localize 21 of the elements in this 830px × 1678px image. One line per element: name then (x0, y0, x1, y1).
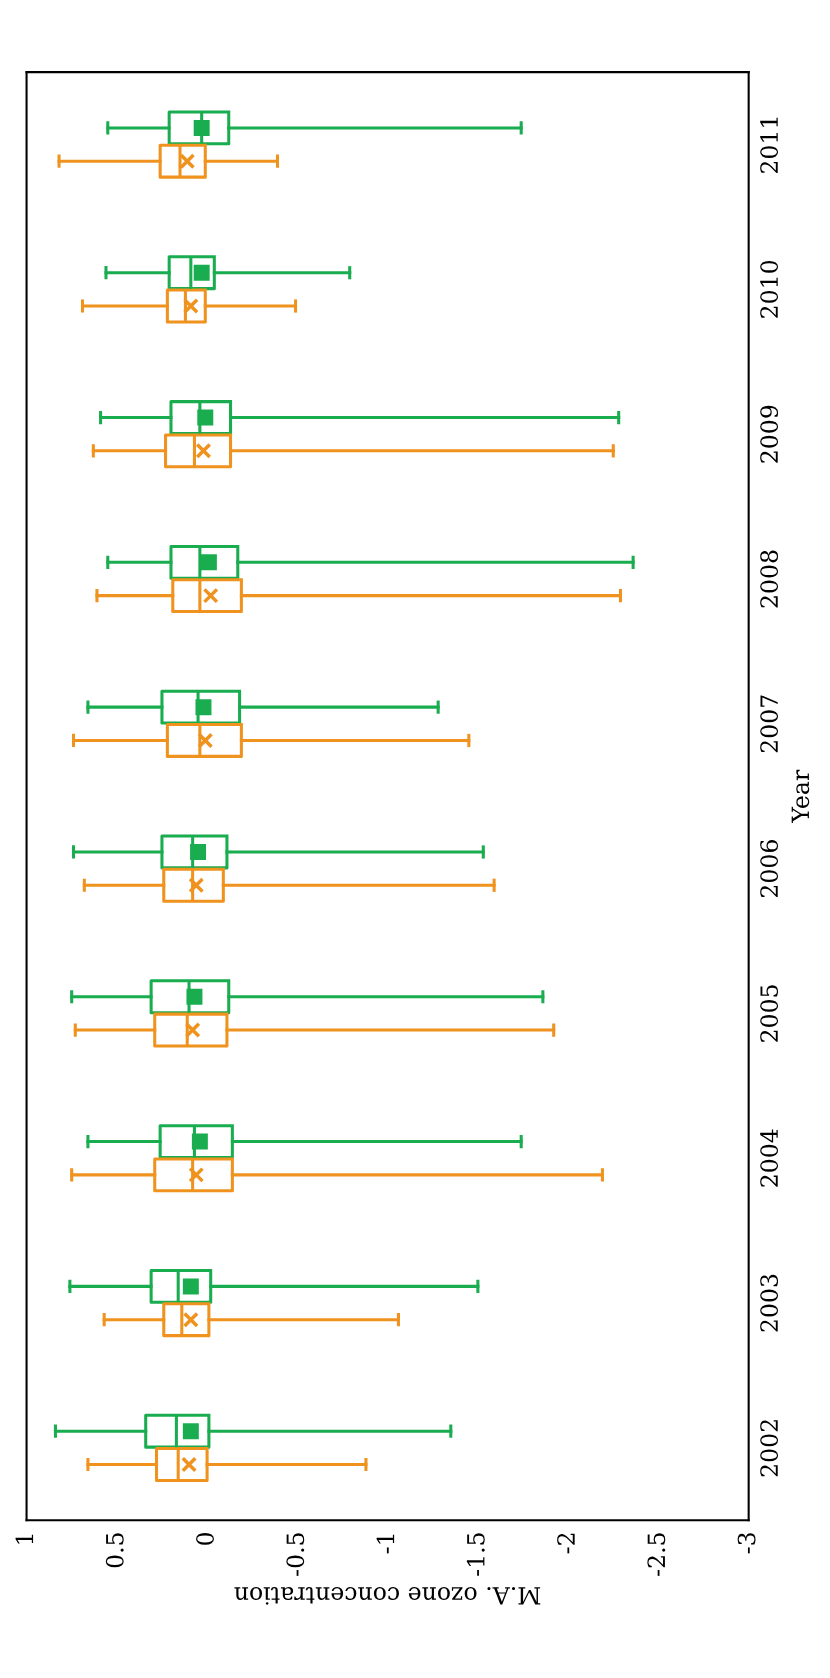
x-tick-label: 1 (15, 1534, 34, 1544)
x-tick-label: -1.5 (466, 1533, 485, 1576)
x-tick-label: 0 (196, 1532, 214, 1545)
x-tick-label: -0.5 (286, 1533, 305, 1576)
y-axis-title: Year (791, 769, 810, 823)
y-tick-label: 2007 (760, 695, 779, 753)
y-tick-label: 2003 (760, 1274, 779, 1332)
y-tick-label: 2006 (760, 840, 779, 898)
y-tick-label: 2004 (760, 1129, 779, 1187)
x-axis-title: M.A. ozone concentration (234, 1587, 541, 1605)
x-tick-label: 0.5 (105, 1533, 124, 1568)
y-tick-label: 2010 (760, 260, 779, 318)
x-tick-label: -3 (737, 1533, 756, 1554)
y-tick-label: 2011 (760, 117, 779, 173)
y-tick-label: 2008 (760, 550, 779, 608)
x-tick-label: -2 (557, 1533, 575, 1554)
y-tick-label: 2002 (760, 1420, 779, 1477)
y-tick-label: 2009 (760, 405, 779, 463)
x-tick-label: -1 (376, 1534, 395, 1554)
y-tick-label: 2005 (760, 985, 779, 1042)
x-tick-label: -2.5 (647, 1533, 666, 1576)
